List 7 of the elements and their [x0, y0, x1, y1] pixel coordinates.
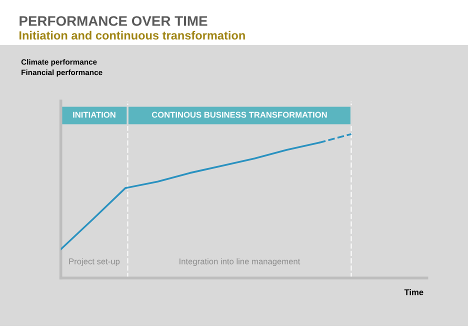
annotation: Integration into line management	[180, 258, 300, 266]
text: CONTINOUS BUSINESS TRANSFORMATION	[152, 112, 327, 118]
x-axis-title: Time	[404, 289, 424, 296]
text: INITIATION	[73, 112, 116, 118]
chart-subtitle: Initiation and continuous transformation	[20, 30, 245, 40]
chart-title: PERFORMANCE OVER TIME	[20, 16, 208, 26]
annotation: Project set-up	[69, 258, 120, 266]
